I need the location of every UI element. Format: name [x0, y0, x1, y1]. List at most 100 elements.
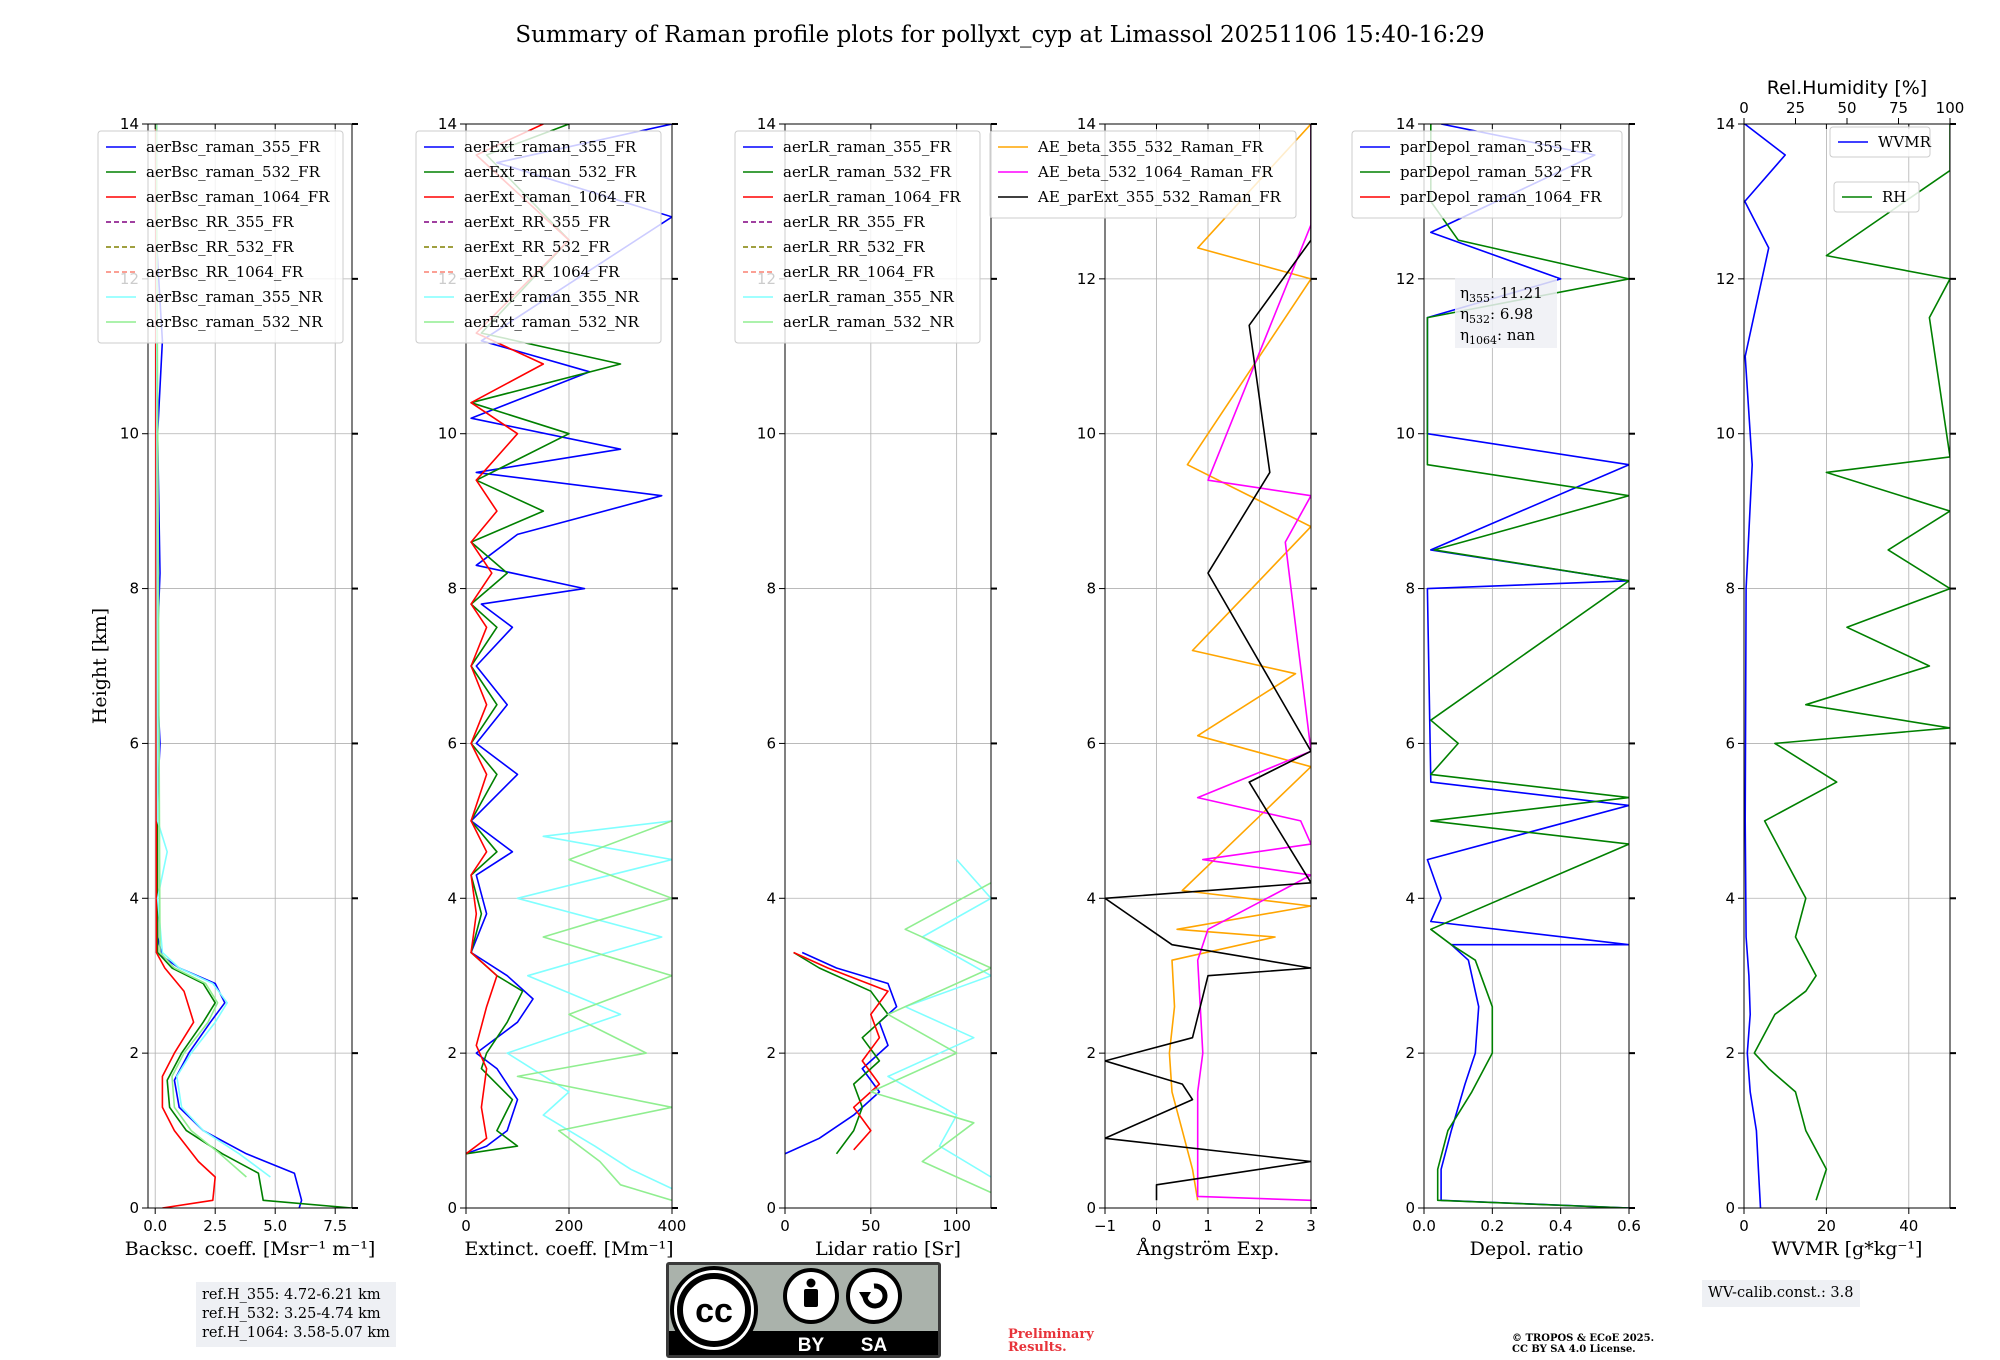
reference-height-box: ref.H_355: 4.72-6.21 km ref.H_532: 3.25-…	[196, 1282, 396, 1347]
figure-title: Summary of Raman profile plots for polly…	[515, 22, 1485, 48]
series-group	[1105, 124, 1311, 1202]
y-tick-label: 14	[757, 115, 776, 133]
plot-frame	[1743, 123, 1951, 1209]
y-tick-label: 2	[447, 1044, 457, 1062]
legend: WVMR RH	[1829, 126, 1932, 213]
y-tick-label: 6	[1725, 734, 1735, 752]
x-tick-label: 1	[1203, 1217, 1213, 1235]
wv-calib-box: WV-calib.const.: 3.8	[1702, 1280, 1860, 1307]
legend-label: aerBsc_raman_532_NR	[146, 313, 323, 331]
y-tick-label: 10	[120, 425, 139, 443]
copyright-line-2: CC BY SA 4.0 License.	[1512, 1344, 1636, 1355]
x-tick-label: 5.0	[263, 1217, 287, 1235]
legend-label: aerBsc_raman_1064_FR	[146, 188, 330, 206]
legend-label: aerExt_raman_532_NR	[464, 313, 640, 331]
series-line-aerLR_raman_532_NR	[870, 882, 991, 1194]
y-tick-label: 4	[766, 889, 776, 907]
x-top-axis-label: Rel.Humidity [%]	[1767, 77, 1927, 99]
legend-label: parDepol_raman_355_FR	[1400, 138, 1593, 156]
panel-depol: 0.0 0.2 0.4 0.6 0 2 4 6 8 10 12 14 Depol. ratio parDe…	[1351, 115, 1641, 1260]
y-tick-label: 4	[1086, 889, 1096, 907]
legend-label: aerLR_raman_355_FR	[783, 138, 952, 156]
x-top-tick-label: 25	[1786, 99, 1805, 117]
legend-label: RH	[1882, 188, 1906, 206]
y-tick-label: 14	[1077, 115, 1096, 133]
legend-label: aerBsc_raman_355_FR	[146, 138, 321, 156]
legend-box	[1351, 130, 1623, 219]
legend-label: AE_parExt_355_532_Raman_FR	[1037, 188, 1282, 206]
x-tick-label: 40	[1899, 1217, 1918, 1235]
series-group	[1426, 124, 1629, 1208]
series-line-AE_parExt_355_532_Raman_FR	[1105, 124, 1311, 1201]
x-tick-label: 2.5	[203, 1217, 227, 1235]
x-tick-label: 2	[1255, 1217, 1265, 1235]
ref-height-355: ref.H_355: 4.72-6.21 km	[202, 1287, 381, 1303]
legend: aerLR_raman_355_FR aerLR_raman_532_FR aerL…	[734, 130, 981, 344]
eta-line: η1064: nan	[1460, 326, 1535, 347]
y-tick-label: 2	[1725, 1044, 1735, 1062]
legend: AE_beta_355_532_Raman_FR AE_beta_532_1064…	[989, 130, 1297, 219]
ref-height-1064: ref.H_1064: 3.58-5.07 km	[202, 1325, 390, 1341]
y-tick-label: 6	[129, 734, 139, 752]
y-tick-label: 2	[1405, 1044, 1415, 1062]
x-tick-label: 50	[861, 1217, 880, 1235]
x-axis-label: WVMR [g*kg⁻¹]	[1772, 1238, 1923, 1260]
legend-box	[989, 130, 1297, 219]
legend-label: aerBsc_raman_355_NR	[146, 288, 323, 306]
x-axis-label: Depol. ratio	[1470, 1238, 1584, 1260]
legend-label: parDepol_raman_1064_FR	[1400, 188, 1602, 206]
y-axis-label: Height [km]	[89, 608, 111, 724]
y-tick-label: 8	[1725, 580, 1735, 598]
share-alike-icon	[846, 1268, 902, 1324]
eta-box	[1455, 278, 1557, 348]
y-tick-label: 0	[766, 1199, 776, 1217]
y-tick-label: 10	[1077, 425, 1096, 443]
legend-label: aerExt_RR_1064_FR	[464, 263, 620, 281]
series-line-aerExt_raman_532_NR	[516, 820, 672, 1202]
legend-label: aerExt_raman_532_FR	[464, 163, 637, 181]
legend-label: aerLR_raman_355_NR	[783, 288, 954, 306]
legend: aerExt_raman_355_FR aerExt_raman_532_FRae…	[415, 130, 662, 344]
x-top-tick-label: 50	[1837, 99, 1856, 117]
x-tick-label: 0	[780, 1217, 790, 1235]
legend-label: aerExt_raman_355_NR	[464, 288, 640, 306]
x-top-tick-label: 0	[1739, 99, 1749, 117]
series-line-RH	[1753, 124, 1950, 1201]
plot-frame	[784, 123, 992, 1209]
y-tick-label: 4	[129, 889, 139, 907]
y-tick-label: 8	[766, 580, 776, 598]
legend: aerBsc_raman_355_FR aerBsc_raman_532_FRae…	[97, 130, 344, 344]
y-tick-label: 8	[1405, 580, 1415, 598]
legend-label: aerExt_RR_355_FR	[464, 213, 611, 231]
legend-label: aerLR_raman_532_NR	[783, 313, 954, 331]
legend-label: aerBsc_RR_355_FR	[146, 213, 294, 231]
by-label: BY	[798, 1335, 825, 1356]
legend-label: aerBsc_RR_1064_FR	[146, 263, 304, 281]
x-tick-label: 0.0	[143, 1217, 167, 1235]
legend-box	[415, 130, 662, 344]
x-axis-label: Lidar ratio [Sr]	[815, 1238, 961, 1260]
y-tick-label: 0	[1725, 1199, 1735, 1217]
x-tick-label: 400	[658, 1217, 687, 1235]
legend-box	[1833, 181, 1920, 213]
x-axis-label: Ångström Exp.	[1136, 1238, 1280, 1260]
y-tick-label: 6	[1405, 734, 1415, 752]
series-line-aerBsc_raman_355_NR	[155, 124, 271, 1178]
x-axis-label: Backsc. coeff. [Msr⁻¹ m⁻¹]	[125, 1238, 376, 1260]
cc-by-sa-badge: cc BY SA	[666, 1262, 941, 1358]
series-line-AE_beta_532_1064_Raman_FR	[1196, 124, 1311, 1202]
y-tick-label: 6	[766, 734, 776, 752]
y-tick-label: 0	[1405, 1199, 1415, 1217]
x-tick-label: 0.0	[1412, 1217, 1436, 1235]
y-tick-label: 6	[447, 734, 457, 752]
x-tick-label: 0.4	[1549, 1217, 1573, 1235]
x-tick-label: 100	[942, 1217, 971, 1235]
series-line-aerExt_raman_355_FR	[466, 124, 672, 1155]
legend-label: aerExt_raman_355_FR	[464, 138, 637, 156]
legend-box	[97, 130, 344, 344]
preliminary-note: Preliminary Results.	[1008, 1328, 1094, 1354]
